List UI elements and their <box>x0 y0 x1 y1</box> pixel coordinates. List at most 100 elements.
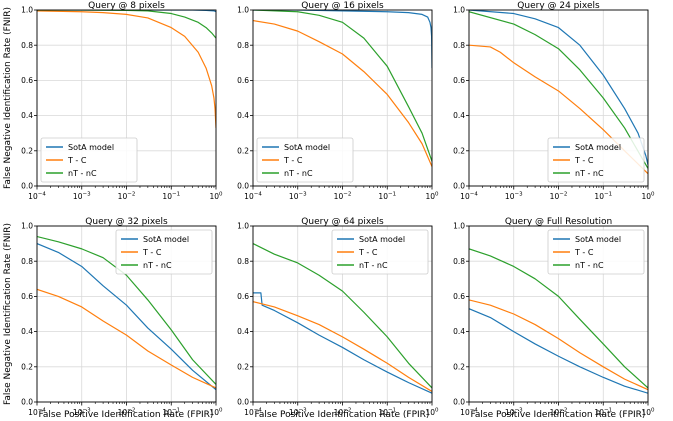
legend: SotA model T - C nT - nC <box>331 229 429 275</box>
subplot-6: Query @ Full Resolution 0.0 0.2 0.4 0.6 0.8 1.… <box>453 217 655 417</box>
y-tick-label: 0.2 <box>453 146 465 155</box>
y-tick-label: 0.4 <box>21 111 33 120</box>
x-tick-label: 10−4 <box>28 408 46 418</box>
y-tick-label: 1.0 <box>453 6 465 15</box>
series-line-3 <box>469 248 648 389</box>
x-tick-label: 10−3 <box>289 192 307 202</box>
series-line-2 <box>253 19 432 167</box>
subplot-3: Query @ 24 pixels 0.0 0.2 0.4 0.6 0.8 1.0 10−4 1… <box>453 1 655 201</box>
series-line-3 <box>253 10 432 162</box>
plot-frame <box>468 225 649 403</box>
y-tick-label: 1.0 <box>237 6 249 15</box>
plot-frame <box>252 9 433 187</box>
y-tick-label: 0.2 <box>21 146 33 155</box>
y-tick-label: 0.4 <box>453 327 465 336</box>
y-axis-label-bottom: False Negative Identification Rate (FNIR… <box>3 223 13 405</box>
x-tick-label: 10−4 <box>244 408 262 418</box>
x-tick-label: 10−1 <box>594 408 612 418</box>
legend-entry: nT - nC <box>284 169 313 178</box>
y-tick-label: 0.6 <box>453 292 465 301</box>
x-tick-label: 10−2 <box>334 408 352 418</box>
x-tick-label: 10−3 <box>289 408 307 418</box>
subplot-title: Query @ 32 pixels <box>85 217 168 227</box>
legend-entry: nT - nC <box>575 169 604 178</box>
subplot-4: Query @ 32 pixels 0.0 0.2 0.4 0.6 0.8 1.0 10−4 1… <box>21 217 223 417</box>
y-tick-label: 0.0 <box>21 182 33 191</box>
subplot-title: Query @ Full Resolution <box>505 217 612 227</box>
x-tick-label: 10−3 <box>73 408 91 418</box>
x-tick-label: 100 <box>641 192 655 202</box>
legend-entry: nT - nC <box>575 261 604 270</box>
subplot-5: Query @ 64 pixels 0.0 0.2 0.4 0.6 0.8 1.0 10−4 1… <box>237 217 439 417</box>
x-tick-label: 10−1 <box>378 192 396 202</box>
x-axis-label-right: False Positive Identification Rate (FPIR… <box>471 410 646 420</box>
x-tick-label: 10−1 <box>162 408 180 418</box>
legend-entry: T - C <box>142 248 162 257</box>
x-tick-label: 10−4 <box>460 408 478 418</box>
x-axis-label-left: False Positive Identification Rate (FPIR… <box>39 410 214 420</box>
x-tick-label: 100 <box>209 192 223 202</box>
legend-entry: nT - nC <box>68 169 97 178</box>
y-tick-label: 0.2 <box>453 362 465 371</box>
legend-entry: nT - nC <box>143 261 172 270</box>
y-tick-label: 0.8 <box>453 257 465 266</box>
plot-frame <box>36 225 217 403</box>
legend-box <box>256 137 354 183</box>
y-tick-label: 0.2 <box>237 362 249 371</box>
plot-frame <box>468 9 649 187</box>
y-tick-label: 0.6 <box>21 76 33 85</box>
legend-entry: SotA model <box>143 235 189 244</box>
x-tick-label: 10−1 <box>594 192 612 202</box>
y-tick-label: 0.4 <box>237 111 249 120</box>
series-line-2 <box>37 288 216 389</box>
y-tick-label: 0.0 <box>237 398 249 407</box>
subplot-title: Query @ 8 pixels <box>88 1 165 11</box>
series-line-1 <box>253 10 432 69</box>
legend: SotA model T - C nT - nC <box>547 229 645 275</box>
x-tick-label: 100 <box>425 408 439 418</box>
series-line-2 <box>469 299 648 391</box>
x-axis-label-middle: False Positive Identification Rate (FPIR… <box>255 410 430 420</box>
legend-box <box>40 137 138 183</box>
y-tick-label: 1.0 <box>21 6 33 15</box>
x-tick-label: 10−2 <box>118 408 136 418</box>
y-tick-label: 0.8 <box>453 41 465 50</box>
series-line-1 <box>37 10 216 13</box>
series-line-3 <box>253 243 432 389</box>
y-tick-label: 0.6 <box>453 76 465 85</box>
legend-box <box>547 229 645 275</box>
y-tick-label: 0.0 <box>453 182 465 191</box>
x-tick-label: 10−2 <box>334 192 352 202</box>
legend-entry: T - C <box>358 248 378 257</box>
y-tick-label: 0.4 <box>21 327 33 336</box>
x-tick-label: 10−3 <box>505 192 523 202</box>
x-tick-label: 10−1 <box>162 192 180 202</box>
subplot-title: Query @ 16 pixels <box>301 1 384 11</box>
legend-entry: SotA model <box>575 235 621 244</box>
y-tick-label: 1.0 <box>453 222 465 231</box>
y-tick-label: 0.6 <box>237 76 249 85</box>
legend-entry: T - C <box>574 156 594 165</box>
series-line-2 <box>37 10 216 128</box>
x-tick-label: 10−3 <box>73 192 91 202</box>
y-tick-label: 0.4 <box>237 327 249 336</box>
legend-entry: T - C <box>283 156 303 165</box>
x-tick-label: 10−2 <box>550 192 568 202</box>
legend-box <box>115 229 213 275</box>
x-tick-label: 10−2 <box>118 192 136 202</box>
x-tick-label: 100 <box>641 408 655 418</box>
y-tick-label: 0.2 <box>21 362 33 371</box>
y-tick-label: 0.0 <box>453 398 465 407</box>
series-line-1 <box>469 308 648 394</box>
legend: SotA model T - C nT - nC <box>115 229 213 275</box>
subplot-2: Query @ 16 pixels 0.0 0.2 0.4 0.6 0.8 1.0 10−4 1… <box>237 1 439 201</box>
y-tick-label: 0.6 <box>21 292 33 301</box>
x-tick-label: 10−4 <box>28 192 46 202</box>
legend-entry: SotA model <box>68 143 114 152</box>
y-tick-label: 0.8 <box>21 41 33 50</box>
legend-entry: SotA model <box>359 235 405 244</box>
plot-frame <box>36 9 217 187</box>
x-tick-label: 10−4 <box>460 192 478 202</box>
series-line-1 <box>37 243 216 391</box>
